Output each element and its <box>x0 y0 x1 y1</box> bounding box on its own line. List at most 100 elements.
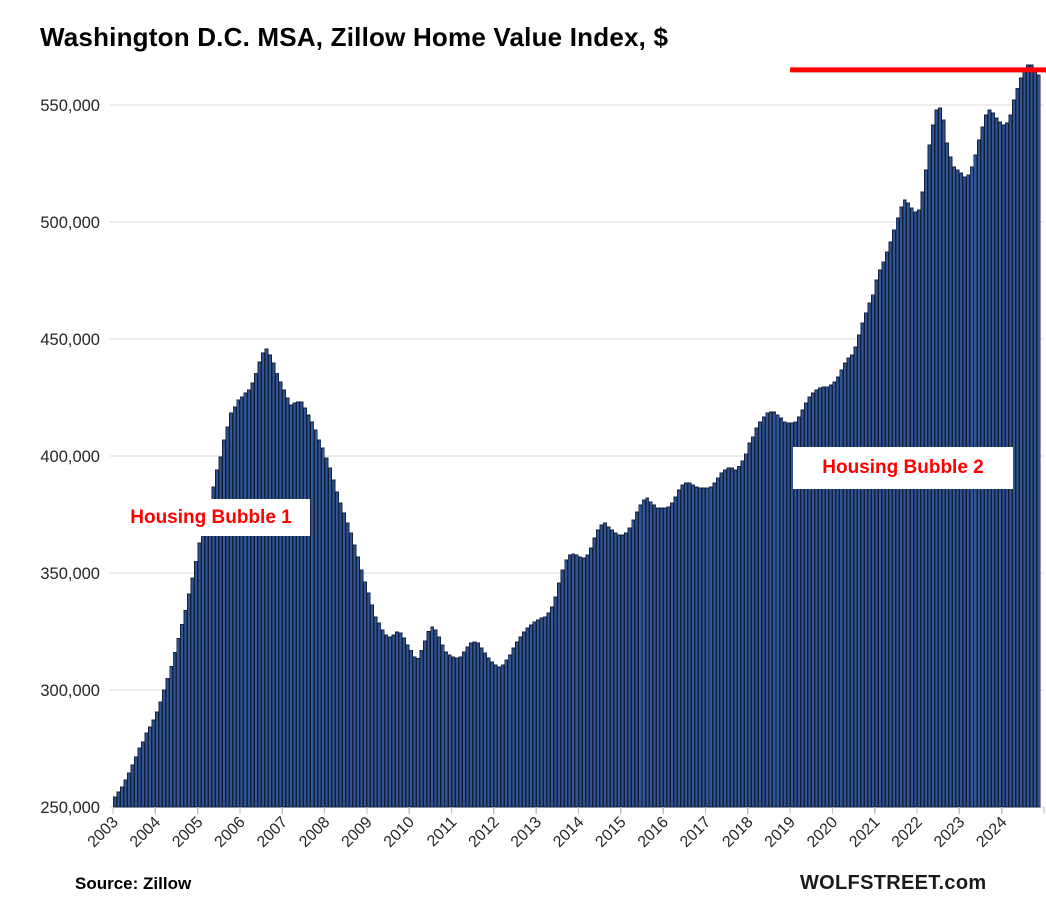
bar-month <box>479 647 484 808</box>
bar-month <box>193 560 198 808</box>
bar-month <box>687 482 692 808</box>
bar-month <box>733 469 738 808</box>
bar-month <box>902 199 907 808</box>
bar-month <box>881 261 886 808</box>
bar-month <box>500 664 505 808</box>
bar-month <box>419 649 424 808</box>
bar-month <box>719 472 724 808</box>
x-axis-tick-label: 2005 <box>169 814 206 851</box>
bar-month <box>828 384 833 808</box>
bar-month <box>768 411 773 808</box>
bar-month <box>257 361 262 808</box>
bar-month <box>398 632 403 808</box>
bar-month <box>694 486 699 808</box>
bar-month <box>299 401 304 808</box>
x-axis-tick-label: 2007 <box>254 814 291 851</box>
bar-month <box>440 644 445 808</box>
bar-month <box>278 381 283 808</box>
bar-month <box>599 524 604 808</box>
bar-month <box>155 711 159 808</box>
bar-month <box>892 229 897 808</box>
bar-month <box>652 504 657 808</box>
bar-month <box>765 412 770 808</box>
bar-month <box>775 414 780 808</box>
bar-month <box>349 532 353 808</box>
bar-month <box>253 372 258 808</box>
x-axis-tick-label: 2019 <box>762 814 799 851</box>
bar-month <box>691 484 696 808</box>
bar-month <box>966 174 971 808</box>
bar-month <box>740 460 745 808</box>
bar-month <box>543 616 547 808</box>
bar-month <box>835 376 840 808</box>
bar-month <box>532 621 537 808</box>
bar-month <box>310 421 315 808</box>
y-axis-tick-label: 350,000 <box>40 565 100 583</box>
bar-month <box>366 592 371 808</box>
bar-month <box>751 436 755 808</box>
bar-month <box>338 502 343 808</box>
bar-month <box>659 507 664 808</box>
x-axis-tick-label: 2020 <box>804 814 841 851</box>
bar-month <box>292 402 297 808</box>
bar-month <box>871 294 875 808</box>
bar-month <box>130 764 135 808</box>
bar-month <box>165 677 170 808</box>
bar-month <box>412 656 417 808</box>
bar-month <box>518 636 523 808</box>
bar-month <box>1015 87 1020 808</box>
bar-month <box>528 624 533 808</box>
bar-month <box>119 786 124 808</box>
bar-month <box>490 661 495 808</box>
bar-month <box>567 554 572 808</box>
bar-month <box>433 629 438 808</box>
bar-month <box>486 657 491 808</box>
bar-month <box>613 532 618 808</box>
x-axis-tick-label: 2009 <box>339 814 376 851</box>
bar-month <box>370 604 375 808</box>
bar-month <box>497 666 502 808</box>
bar-month <box>391 634 396 808</box>
bar-month <box>461 651 466 808</box>
bar-month <box>698 487 703 808</box>
bar-month <box>317 439 322 808</box>
x-axis-tick-label: 2024 <box>973 814 1010 851</box>
bar-month <box>832 381 837 808</box>
bar-month <box>387 636 392 808</box>
bar-month <box>208 501 212 808</box>
x-axis-tick-label: 2010 <box>381 814 418 851</box>
bar-month <box>134 756 138 808</box>
bar-month <box>670 502 674 808</box>
bar-month <box>331 479 336 808</box>
bar-month <box>141 741 145 808</box>
bar-month <box>648 501 653 808</box>
bar-month <box>1019 77 1024 808</box>
bar-month <box>183 609 188 808</box>
bar-month <box>384 634 389 808</box>
bar-month <box>282 389 286 808</box>
bar-month <box>250 382 255 808</box>
bar-month <box>416 657 420 808</box>
bar-month <box>856 334 861 808</box>
bar-month <box>144 732 149 808</box>
bar-month <box>789 422 794 808</box>
bar-month <box>303 407 308 808</box>
bar-month <box>232 406 237 808</box>
chart-title: Washington D.C. MSA, Zillow Home Value I… <box>40 22 669 52</box>
x-axis-tick-label: 2008 <box>296 814 333 851</box>
bar-month <box>804 402 808 808</box>
bar-month <box>920 191 925 808</box>
bar-month <box>839 369 844 808</box>
bar-month <box>451 656 456 808</box>
x-axis-tick-label: 2004 <box>127 814 164 851</box>
bar-month <box>553 596 558 808</box>
bar-month <box>409 649 413 808</box>
bar-month <box>684 482 688 808</box>
bar-month <box>909 207 914 808</box>
bar-month <box>320 447 325 808</box>
bar-month <box>715 477 720 808</box>
bar-month <box>169 666 174 808</box>
bar-month <box>617 534 621 808</box>
x-axis-tick-label: 2018 <box>719 814 756 851</box>
bar-month <box>345 522 350 808</box>
